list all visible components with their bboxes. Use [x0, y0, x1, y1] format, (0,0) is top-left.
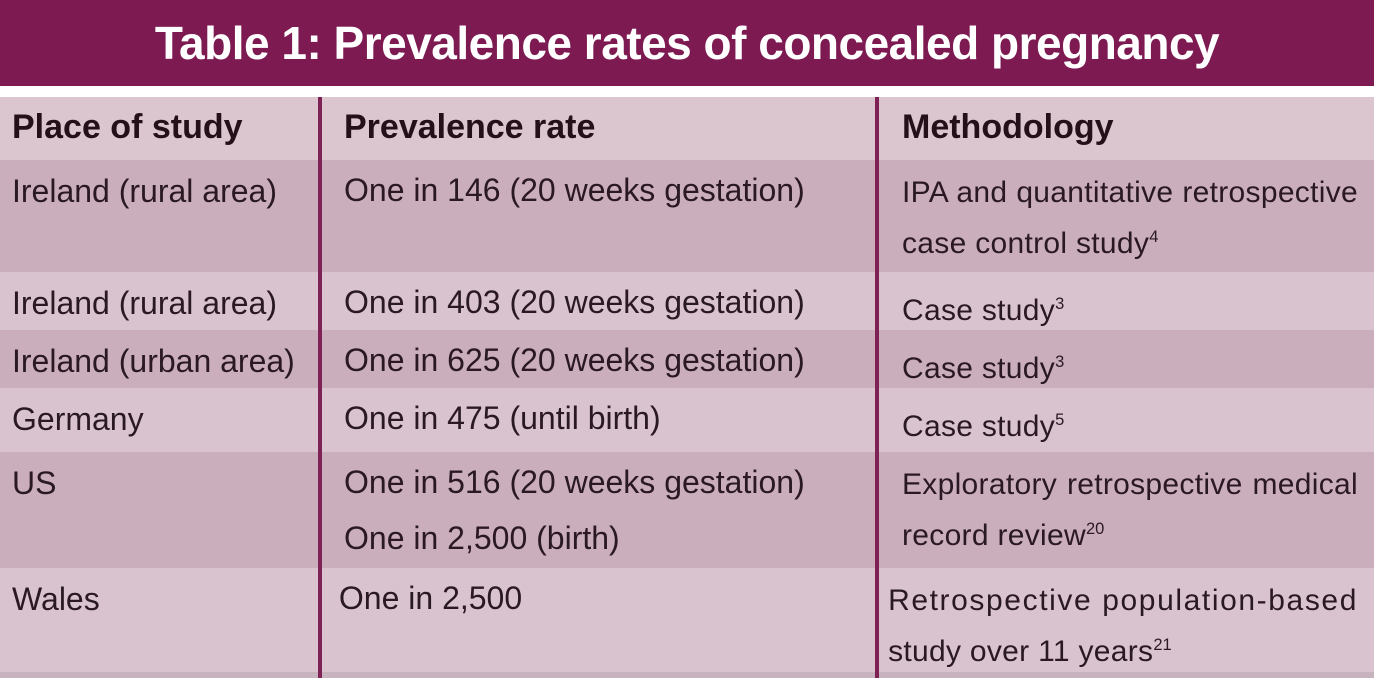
methodology-cell: Exploratory retrospective medical record… [879, 452, 1374, 568]
methodology-cell: Case study3 [879, 330, 1374, 388]
prevalence-line: One in 146 (20 weeks gestation) [344, 172, 805, 208]
methodology-text: Case study [902, 410, 1056, 443]
table-row: US One in 516 (20 weeks gestation) One i… [0, 452, 1374, 568]
reference-superscript: 3 [1055, 353, 1065, 371]
prevalence-cell: One in 475 (until birth) [322, 388, 879, 452]
methodology-cell: Case study5 [879, 388, 1374, 452]
prevalence-line: One in 516 (20 weeks gestation) [344, 464, 805, 500]
column-divider-1 [318, 97, 322, 678]
prevalence-line: One in 625 (20 weeks gestation) [344, 342, 805, 378]
table-row: Wales One in 2,500 Retrospective populat… [0, 568, 1374, 672]
methodology-cell: Retrospective population-based study ove… [865, 568, 1374, 672]
reference-superscript: 4 [1149, 228, 1159, 246]
prevalence-line: One in 475 (until birth) [344, 400, 661, 436]
column-header-place: Place of study [12, 108, 243, 146]
column-header-methodology: Methodology [902, 108, 1114, 146]
methodology-line: Exploratory retrospective medical [902, 468, 1358, 501]
prevalence-table: Place of study Prevalence rate Methodolo… [0, 97, 1374, 678]
methodology-text: Case study [902, 352, 1056, 385]
methodology-line: Retrospective population-based [888, 584, 1358, 617]
place-cell: Ireland (urban area) [12, 343, 295, 379]
table-row: Ireland (urban area) One in 625 (20 week… [0, 330, 1374, 388]
bottom-row-edge [0, 672, 1374, 678]
methodology-line: Case study3 [902, 340, 1358, 391]
prevalence-line: One in 2,500 [338, 580, 523, 616]
reference-superscript: 20 [1085, 520, 1105, 538]
prevalence-line: One in 403 (20 weeks gestation) [344, 284, 805, 320]
methodology-cell: Case study3 [879, 272, 1374, 330]
column-header-prevalence: Prevalence rate [344, 108, 596, 146]
title-banner: Table 1: Prevalence rates of concealed p… [0, 0, 1374, 86]
methodology-text: study over 11 years [888, 635, 1154, 668]
methodology-line: study over 11 years21 [888, 623, 1358, 674]
methodology-text: case control study [902, 227, 1150, 260]
table-title: Table 1: Prevalence rates of concealed p… [154, 17, 1220, 69]
methodology-cell: IPA and quantitative retrospective case … [879, 160, 1374, 272]
place-cell: US [12, 465, 57, 501]
prevalence-line: One in 2,500 (birth) [344, 520, 620, 556]
banner-gap [0, 86, 1374, 97]
place-cell: Germany [12, 401, 144, 437]
place-cell: Ireland (rural area) [12, 173, 277, 209]
place-cell: Ireland (rural area) [12, 285, 277, 321]
table-row: Ireland (rural area) One in 146 (20 week… [0, 160, 1374, 272]
methodology-line: Case study5 [902, 398, 1358, 449]
methodology-line: record review20 [902, 507, 1358, 558]
methodology-line: IPA and quantitative retrospective [902, 176, 1358, 209]
reference-superscript: 3 [1055, 295, 1065, 313]
reference-superscript: 21 [1153, 636, 1172, 654]
table-row: Germany One in 475 (until birth) Case st… [0, 388, 1374, 452]
prevalence-cell: One in 516 (20 weeks gestation) One in 2… [322, 452, 879, 568]
methodology-line: case control study4 [902, 215, 1358, 266]
column-divider-2 [875, 97, 879, 678]
header-row: Place of study Prevalence rate Methodolo… [0, 97, 1374, 160]
methodology-text: Case study [902, 294, 1056, 327]
reference-superscript: 5 [1055, 411, 1065, 429]
methodology-text: record review [902, 519, 1086, 552]
methodology-line: Case study3 [902, 282, 1358, 333]
table-row: Ireland (rural area) One in 403 (20 week… [0, 272, 1374, 330]
prevalence-cell: One in 2,500 [317, 568, 865, 672]
prevalence-cell: One in 625 (20 weeks gestation) [322, 330, 879, 388]
place-cell: Wales [12, 581, 100, 617]
prevalence-cell: One in 146 (20 weeks gestation) [322, 160, 879, 272]
prevalence-cell: One in 403 (20 weeks gestation) [322, 272, 879, 330]
